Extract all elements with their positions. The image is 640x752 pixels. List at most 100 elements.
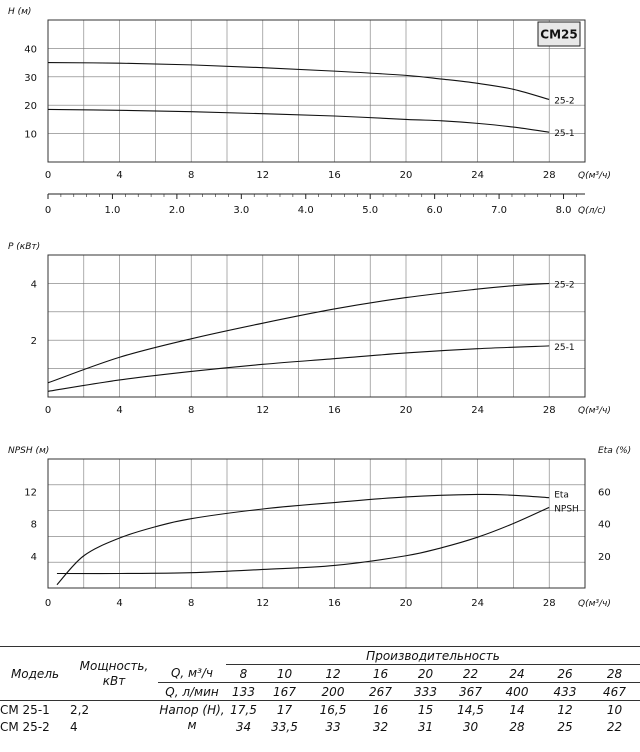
q-m3-cell: 24: [509, 666, 525, 681]
q-m3-cell: 28: [606, 666, 623, 681]
series-label: 25-2: [554, 280, 574, 290]
head-cell: 25: [557, 719, 573, 734]
flow-ls-tick-label: 8.0: [556, 205, 572, 216]
badge-label: CM25: [540, 28, 577, 42]
y-axis-label: P (кВт): [8, 242, 40, 252]
y-tick-label: 4: [31, 552, 37, 563]
q-m3-cell: 8: [239, 666, 248, 681]
flow-ls-tick-label: 1.0: [104, 205, 120, 216]
head-cell: 32: [372, 719, 389, 734]
power-cell: 4: [70, 719, 78, 734]
x-tick-label: 28: [543, 170, 556, 181]
series-line: [47, 282, 550, 384]
power-header: Мощность, кВт: [70, 646, 158, 701]
q-m3-cell: 16: [372, 666, 389, 681]
model-cell: CM 25-2: [0, 719, 50, 734]
q-lmin-cell: 333: [403, 682, 448, 701]
x-tick-label: 4: [116, 598, 122, 609]
series-line: [56, 493, 550, 586]
y-tick-label: 12: [24, 487, 37, 498]
y-axis-label: NPSH (м): [8, 446, 49, 456]
y-tick-label: 20: [24, 101, 37, 112]
head-cell: 12: [557, 702, 573, 717]
x-tick-label: 24: [471, 170, 484, 181]
head-cell: 10: [606, 702, 623, 717]
plot-frame: [47, 254, 586, 398]
head-cell: 14: [509, 702, 525, 717]
series-line: [47, 345, 550, 392]
head-cell: 22: [606, 719, 623, 734]
flow-ls-tick-label: 5.0: [362, 205, 378, 216]
flow-ls-tick-label: 7.0: [491, 205, 507, 216]
head-cell: 14,5: [457, 702, 484, 717]
q-lmin-cell: 133: [226, 682, 261, 701]
series-line: [56, 506, 550, 575]
x-tick-label: 0: [45, 170, 51, 181]
flow-ls-tick-label: 0: [45, 205, 51, 216]
head-cell: 34: [235, 719, 252, 734]
q-m3-label: Q, м³/ч: [170, 666, 214, 681]
head-cell: 17,5: [230, 702, 257, 717]
q-lmin-cell: 267: [358, 682, 403, 701]
series-line: [47, 62, 550, 101]
power-cell: 2,2: [70, 702, 90, 717]
x-tick-label: 20: [400, 405, 413, 416]
q-lmin-cell: 433: [541, 682, 589, 701]
x-tick-label: 8: [188, 598, 194, 609]
x-tick-label: 8: [188, 405, 194, 416]
x-tick-label: 12: [256, 598, 269, 609]
x-tick-label: 0: [45, 405, 51, 416]
series-label: NPSH: [554, 504, 579, 514]
q-lmin-cell: 167: [261, 682, 308, 701]
head-label: Напор (Н), м: [159, 703, 225, 732]
y-tick-label: 10: [24, 130, 37, 141]
x-tick-label: 16: [328, 598, 341, 609]
y2-axis-label: Eta (%): [598, 446, 631, 456]
head-cell: 15: [417, 702, 434, 717]
x-axis-label: Q(м³/ч): [578, 406, 611, 416]
flow-ls-axis-label: Q(л/с): [578, 206, 606, 216]
flow-ls-axis: 0 1.0 2.0 3.0 4.0 5.0 6.0 7.0 8.0 Q(л/с): [45, 193, 606, 216]
x-axis-label: Q(м³/ч): [578, 171, 611, 181]
head-cell: 33,5: [271, 719, 298, 734]
x-tick-label: 28: [543, 598, 556, 609]
flow-ls-tick-label: 2.0: [169, 205, 185, 216]
head-cell: 16,5: [319, 702, 347, 717]
x-tick-label: 8: [188, 170, 194, 181]
x-tick-label: 4: [116, 405, 122, 416]
head-chart: 0 4 8 12 16 20 24 28 Q(м³/ч) 10 20 30 40 H (м) 25-2 25-…: [8, 7, 611, 181]
plot-frame: [47, 19, 586, 163]
x-tick-label: 28: [543, 405, 556, 416]
model-cell: CM 25-1: [0, 702, 50, 717]
y-axis-label: H (м): [8, 7, 31, 17]
series-label: 25-2: [554, 97, 574, 107]
power-chart: 0 4 8 12 16 20 24 28 Q(м³/ч)24P (кВт)25-225-1: [8, 242, 611, 416]
head-cell: 16: [372, 702, 389, 717]
model-header: Модель: [0, 646, 70, 701]
series-label: Eta: [554, 491, 569, 501]
performance-table: Модель Мощность, кВт Производительность …: [0, 646, 640, 752]
npsh-eta-chart: 0 4 8 12 16 20 24 28 Q(м³/ч) 4 8 12 NPSH (м) 20 40 60 Et…: [8, 446, 631, 609]
y2-tick-label: 20: [598, 552, 611, 563]
x-axis-label: Q(м³/ч): [578, 599, 611, 609]
y2-tick-label: 60: [598, 487, 611, 498]
x-tick-label: 20: [400, 170, 413, 181]
q-lmin-cell: 400: [493, 682, 541, 701]
performance-header: Производительность: [226, 646, 640, 665]
q-m3-cell: 22: [462, 666, 479, 681]
x-tick-label: 4: [116, 170, 122, 181]
q-lmin-cell: 367: [448, 682, 493, 701]
y-tick-label: 8: [31, 520, 37, 531]
q-m3-cell: 12: [325, 666, 341, 681]
flow-ls-tick-label: 6.0: [427, 205, 443, 216]
q-m3-cell: 26: [557, 666, 573, 681]
y2-tick-label: 40: [598, 520, 611, 531]
head-cell: 31: [417, 719, 434, 734]
x-tick-label: 0: [45, 598, 51, 609]
series-label: 25-1: [554, 129, 574, 139]
head-cell: 17: [276, 702, 293, 717]
x-tick-label: 16: [328, 405, 341, 416]
x-tick-label: 12: [256, 405, 269, 416]
y-tick-label: 2: [31, 336, 37, 347]
